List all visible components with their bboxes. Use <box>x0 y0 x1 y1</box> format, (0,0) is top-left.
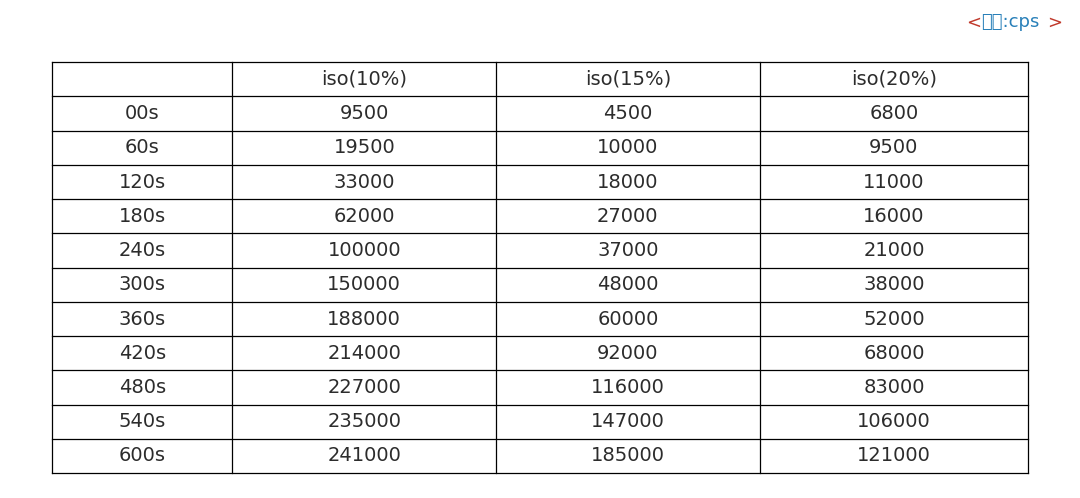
Text: iso(10%): iso(10%) <box>321 70 407 89</box>
Text: 10000: 10000 <box>597 138 659 157</box>
Text: 188000: 188000 <box>327 310 401 329</box>
Text: 9500: 9500 <box>869 138 919 157</box>
Text: 150000: 150000 <box>327 275 401 294</box>
Text: 92000: 92000 <box>597 344 659 363</box>
Text: 18000: 18000 <box>597 173 659 192</box>
Text: 235000: 235000 <box>327 412 402 431</box>
Text: 16000: 16000 <box>863 207 924 226</box>
Text: 300s: 300s <box>119 275 165 294</box>
Text: 240s: 240s <box>119 241 165 260</box>
Text: 214000: 214000 <box>327 344 401 363</box>
Text: <: < <box>967 13 982 31</box>
Text: 106000: 106000 <box>858 412 931 431</box>
Text: 121000: 121000 <box>856 447 931 466</box>
Text: iso(20%): iso(20%) <box>851 70 937 89</box>
Text: 21000: 21000 <box>863 241 924 260</box>
Text: 147000: 147000 <box>591 412 665 431</box>
Text: 227000: 227000 <box>327 378 401 397</box>
Text: 116000: 116000 <box>591 378 665 397</box>
Text: 185000: 185000 <box>591 447 665 466</box>
Text: 600s: 600s <box>119 447 165 466</box>
Text: >: > <box>1048 13 1063 31</box>
Text: 38000: 38000 <box>863 275 924 294</box>
Text: 6800: 6800 <box>869 104 919 123</box>
Text: iso(15%): iso(15%) <box>584 70 671 89</box>
Text: 480s: 480s <box>119 378 165 397</box>
Text: 60000: 60000 <box>597 310 659 329</box>
Text: 9500: 9500 <box>339 104 389 123</box>
Text: 420s: 420s <box>119 344 165 363</box>
Text: 52000: 52000 <box>863 310 924 329</box>
Text: 19500: 19500 <box>334 138 395 157</box>
Text: 4500: 4500 <box>604 104 652 123</box>
Text: 120s: 120s <box>119 173 165 192</box>
Text: 37000: 37000 <box>597 241 659 260</box>
Text: 33000: 33000 <box>334 173 395 192</box>
Text: 48000: 48000 <box>597 275 659 294</box>
Text: 241000: 241000 <box>327 447 401 466</box>
Text: 62000: 62000 <box>334 207 395 226</box>
Text: 68000: 68000 <box>863 344 924 363</box>
Text: 27000: 27000 <box>597 207 659 226</box>
Text: 360s: 360s <box>119 310 165 329</box>
Text: 100000: 100000 <box>327 241 401 260</box>
Text: 180s: 180s <box>119 207 165 226</box>
Text: 11000: 11000 <box>863 173 924 192</box>
Text: 540s: 540s <box>119 412 165 431</box>
Text: 단위:cps: 단위:cps <box>981 13 1039 31</box>
Text: 83000: 83000 <box>863 378 924 397</box>
Text: 60s: 60s <box>125 138 160 157</box>
Text: 00s: 00s <box>125 104 160 123</box>
